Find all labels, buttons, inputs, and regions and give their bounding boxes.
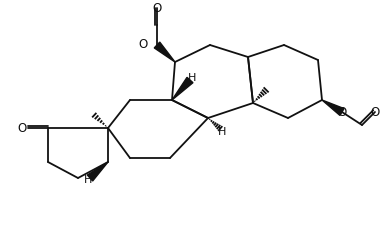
Text: O: O (337, 105, 346, 119)
Polygon shape (322, 100, 344, 115)
Polygon shape (172, 77, 193, 100)
Text: H: H (188, 73, 196, 83)
Text: O: O (370, 105, 380, 119)
Text: H: H (218, 127, 226, 137)
Polygon shape (87, 162, 108, 181)
Polygon shape (154, 42, 175, 62)
Text: O: O (138, 39, 147, 51)
Text: O: O (152, 1, 162, 15)
Text: H: H (84, 175, 92, 185)
Text: O: O (17, 122, 27, 134)
